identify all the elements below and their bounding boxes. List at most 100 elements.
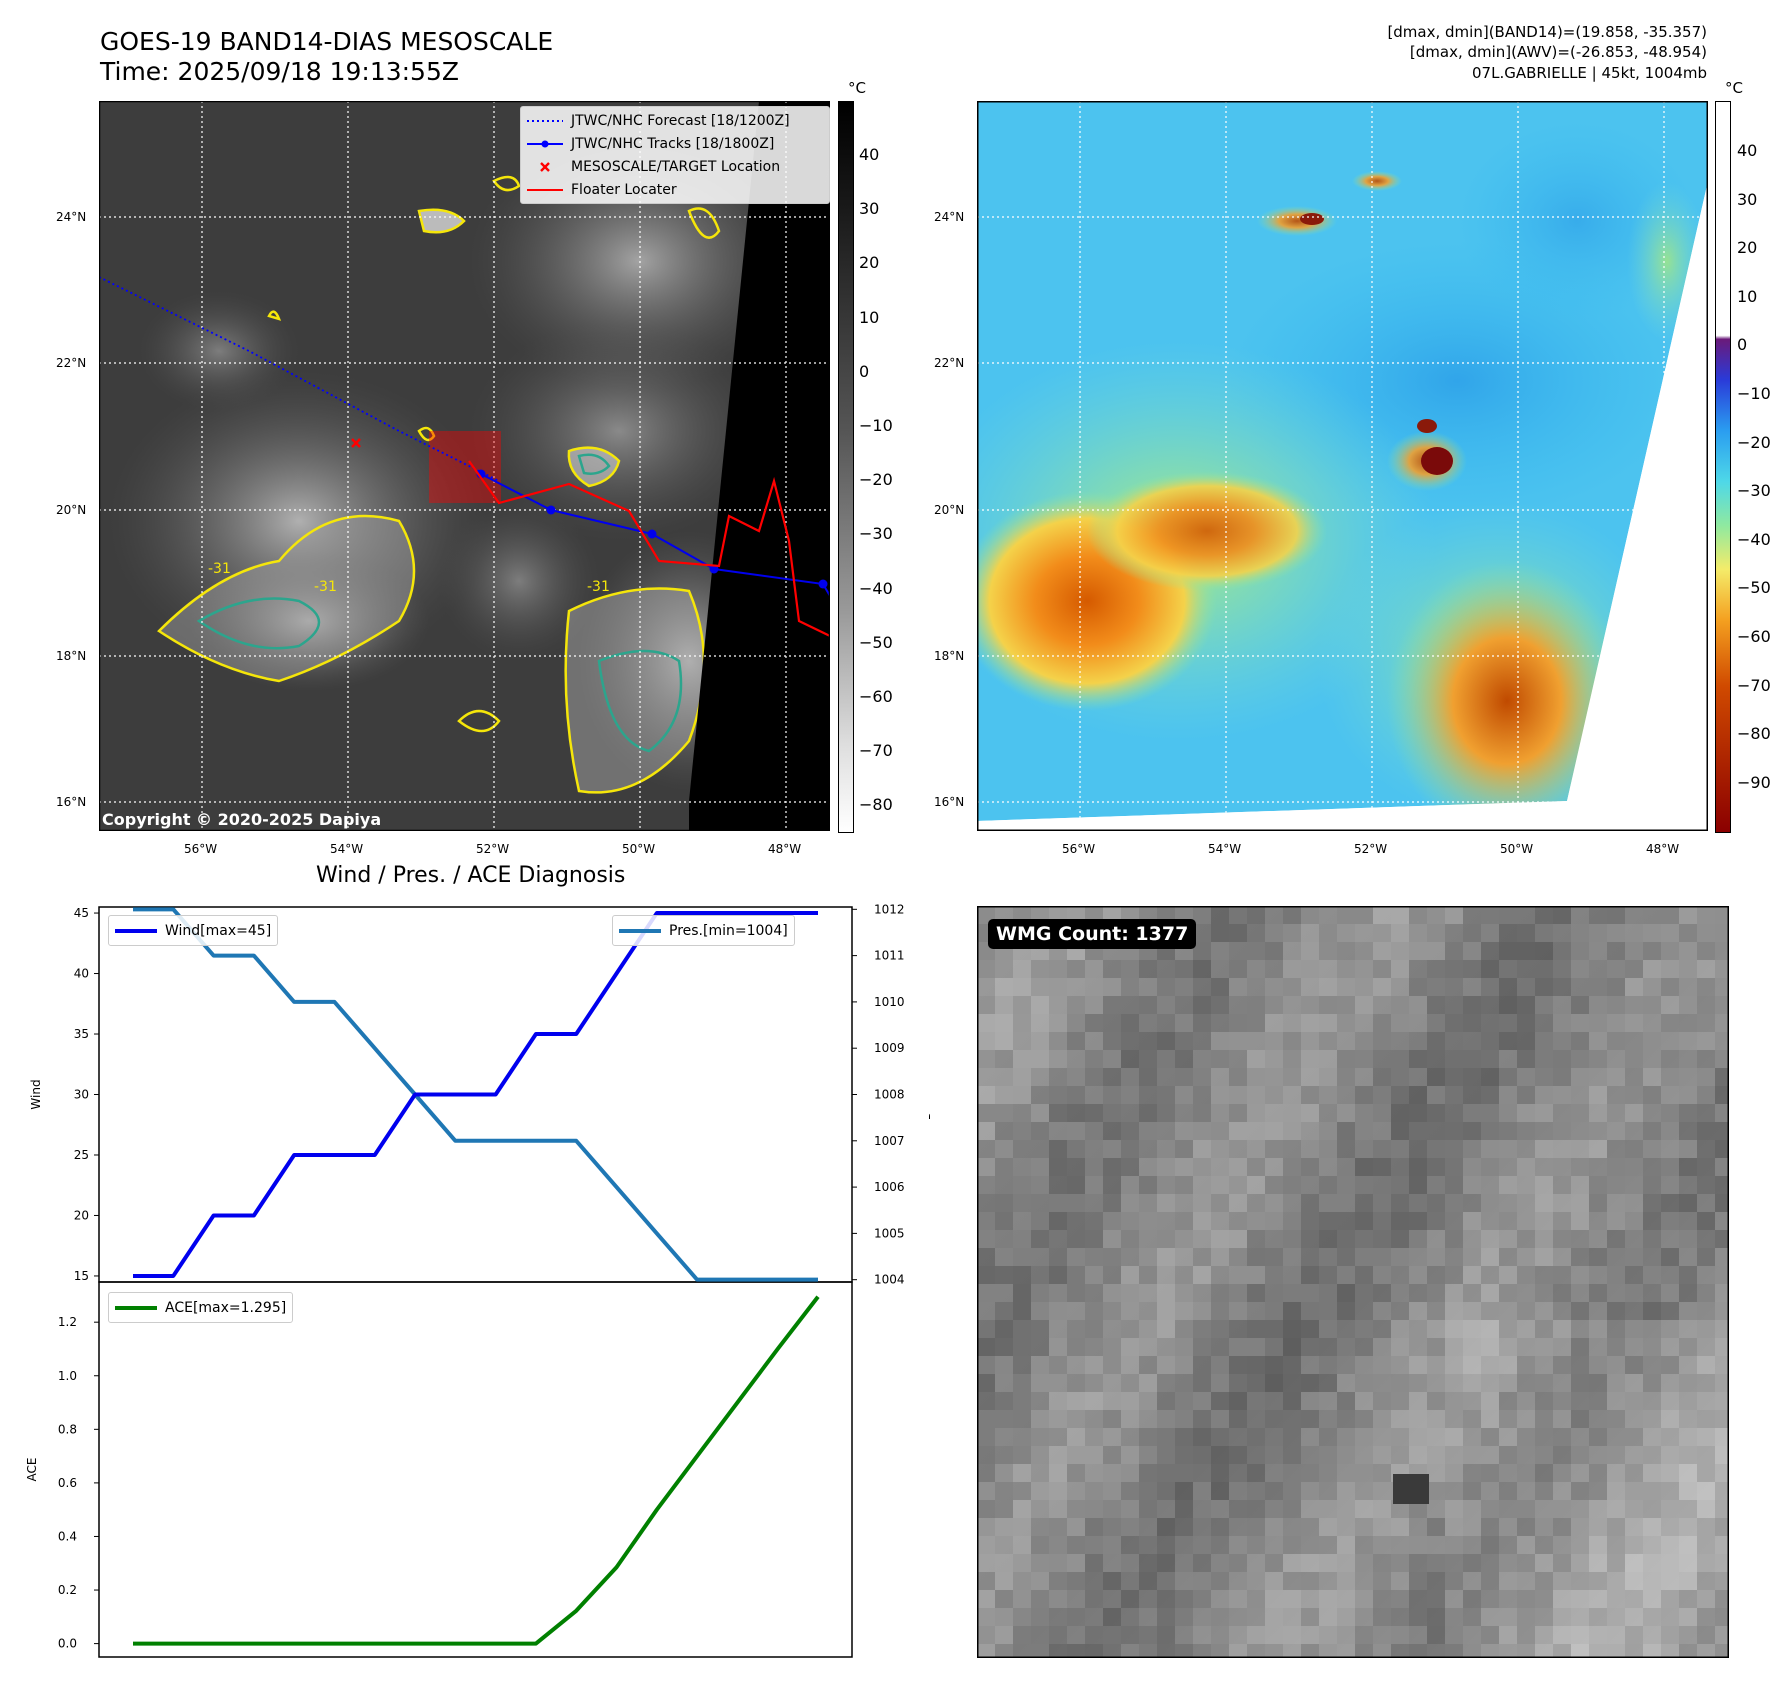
wmg-pixel — [1697, 1104, 1715, 1122]
pressure-series-line — [133, 907, 818, 1282]
wmg-pixel — [1157, 1302, 1175, 1320]
wmg-pixel — [1409, 1392, 1427, 1410]
wmg-pixel — [1463, 906, 1481, 924]
lon-label: 56°W — [184, 842, 218, 856]
wmg-pixel — [1175, 1050, 1193, 1068]
wmg-pixel — [1319, 1122, 1337, 1140]
wmg-pixel — [1337, 1536, 1355, 1554]
wmg-pixel — [1553, 1248, 1571, 1266]
wmg-pixel — [1247, 1068, 1265, 1086]
wmg-pixel — [1517, 978, 1535, 996]
wmg-pixel — [977, 1374, 995, 1392]
wmg-pixel — [1517, 1608, 1535, 1626]
wmg-pixel — [1463, 1392, 1481, 1410]
wmg-pixel — [1625, 906, 1643, 924]
wmg-pixel — [1229, 1140, 1247, 1158]
wmg-pixel — [1229, 1536, 1247, 1554]
wmg-pixel — [1589, 1464, 1607, 1482]
wmg-pixel — [1589, 1176, 1607, 1194]
wmg-pixel — [1103, 1086, 1121, 1104]
wmg-pixel — [1013, 1050, 1031, 1068]
wmg-pixel — [1283, 1338, 1301, 1356]
colorbar-tick-label: 20 — [859, 253, 880, 273]
wmg-pixel — [1715, 1464, 1729, 1482]
wmg-pixel — [1121, 1500, 1139, 1518]
wmg-pixel — [1355, 1158, 1373, 1176]
wmg-pixel — [1697, 1572, 1715, 1590]
wmg-pixel — [1409, 1050, 1427, 1068]
wmg-pixel — [1571, 1554, 1589, 1572]
wmg-pixel — [1535, 1212, 1553, 1230]
wmg-pixel — [1391, 996, 1409, 1014]
wmg-pixel — [1481, 1284, 1499, 1302]
wmg-pixel — [1679, 1410, 1697, 1428]
wmg-pixel — [1229, 1212, 1247, 1230]
wmg-pixel — [1139, 960, 1157, 978]
wmg-pixel — [1373, 1374, 1391, 1392]
wmg-pixel — [1679, 924, 1697, 942]
wmg-pixel — [1661, 1122, 1679, 1140]
wmg-pixel — [1427, 1518, 1445, 1536]
wmg-pixel — [1625, 960, 1643, 978]
wmg-pixel — [1463, 1590, 1481, 1608]
wmg-pixel — [1409, 1212, 1427, 1230]
wmg-pixel — [1247, 1140, 1265, 1158]
wmg-pixel — [1679, 1230, 1697, 1248]
wmg-pixel — [1049, 1500, 1067, 1518]
wmg-pixel — [1373, 1284, 1391, 1302]
wmg-pixel — [1607, 1284, 1625, 1302]
wmg-pixel — [1337, 1482, 1355, 1500]
wmg-pixel — [1481, 996, 1499, 1014]
wmg-pixel — [1211, 978, 1229, 996]
wmg-pixel — [1121, 1320, 1139, 1338]
wmg-pixel — [1499, 1230, 1517, 1248]
wmg-pixel — [1337, 1590, 1355, 1608]
wmg-pixel — [1283, 1302, 1301, 1320]
wmg-pixel — [1517, 1086, 1535, 1104]
wmg-pixel — [1211, 1068, 1229, 1086]
wmg-pixel — [1355, 1122, 1373, 1140]
wmg-pixel — [1211, 1050, 1229, 1068]
wmg-pixel — [1517, 1212, 1535, 1230]
wmg-pixel — [1283, 1050, 1301, 1068]
wmg-pixel — [1247, 1086, 1265, 1104]
wmg-pixel — [1679, 1122, 1697, 1140]
wmg-pixel — [1679, 1428, 1697, 1446]
wmg-pixel — [1409, 1140, 1427, 1158]
wmg-pixel — [1571, 1320, 1589, 1338]
wmg-pixel — [1463, 1554, 1481, 1572]
wmg-pixel — [1067, 1176, 1085, 1194]
wmg-pixel — [1013, 1518, 1031, 1536]
wmg-pixel — [1499, 1266, 1517, 1284]
wmg-pixel — [1229, 1428, 1247, 1446]
wmg-pixel — [1625, 1338, 1643, 1356]
wmg-pixel — [1499, 1554, 1517, 1572]
wmg-pixel — [1661, 1230, 1679, 1248]
wmg-pixel — [1427, 1374, 1445, 1392]
wmg-pixel — [1211, 1194, 1229, 1212]
wmg-pixel — [1553, 1140, 1571, 1158]
wmg-pixel — [1301, 1410, 1319, 1428]
wmg-pixel — [1553, 960, 1571, 978]
wmg-pixel — [1301, 1500, 1319, 1518]
colorbar-tick-label: −30 — [859, 524, 893, 544]
wmg-pixel — [1409, 1536, 1427, 1554]
wmg-pixel — [1049, 996, 1067, 1014]
wmg-pixel — [1157, 1140, 1175, 1158]
wmg-pixel — [1049, 1518, 1067, 1536]
wmg-pixel — [1103, 1554, 1121, 1572]
wmg-pixel — [1121, 1212, 1139, 1230]
wmg-pixel — [1553, 996, 1571, 1014]
wmg-pixel — [1049, 1248, 1067, 1266]
wmg-pixel — [1301, 1446, 1319, 1464]
wmg-pixel — [1589, 1590, 1607, 1608]
wmg-pixel — [1499, 978, 1517, 996]
wmg-pixel — [1211, 1356, 1229, 1374]
wmg-pixel — [1049, 1572, 1067, 1590]
wmg-pixel — [1013, 1032, 1031, 1050]
wmg-pixel — [1121, 1482, 1139, 1500]
wmg-pixel — [1589, 1338, 1607, 1356]
wmg-pixel — [1445, 1104, 1463, 1122]
wmg-pixel — [1481, 1446, 1499, 1464]
wmg-pixel — [1121, 1572, 1139, 1590]
